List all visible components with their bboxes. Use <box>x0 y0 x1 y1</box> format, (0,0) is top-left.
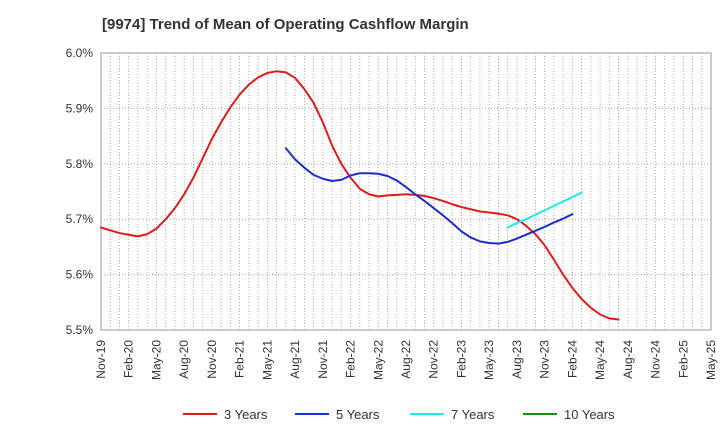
x-tick-label: Feb-22 <box>344 340 358 378</box>
x-tick-label: Nov-20 <box>205 340 219 379</box>
x-tick-label: Feb-24 <box>565 340 579 378</box>
x-tick-label: Feb-25 <box>676 340 690 378</box>
x-tick-label: Nov-19 <box>94 340 108 379</box>
x-tick-label: Nov-23 <box>538 340 552 379</box>
y-tick-label: 5.9% <box>66 101 94 115</box>
plot-border <box>100 52 712 331</box>
x-tick-label: Feb-23 <box>454 340 468 378</box>
legend-label-7-years: 7 Years <box>451 407 495 422</box>
x-tick-label: Aug-23 <box>510 340 524 379</box>
x-tick-label: Aug-22 <box>399 340 413 379</box>
x-tick-label: Nov-21 <box>316 340 330 379</box>
y-tick-label: 5.6% <box>66 268 94 282</box>
legend-label-3-years: 3 Years <box>224 407 268 422</box>
x-tick-label: May-20 <box>149 340 163 380</box>
x-tick-label: Feb-20 <box>122 340 136 378</box>
series-line-5-years <box>284 147 574 245</box>
x-tick-label: Nov-24 <box>649 340 663 379</box>
x-tick-label: Nov-22 <box>427 340 441 379</box>
x-tick-label: May-23 <box>482 340 496 380</box>
y-tick-label: 6.0% <box>66 46 94 60</box>
x-tick-label: Aug-24 <box>621 340 635 379</box>
x-tick-label: May-22 <box>371 340 385 380</box>
y-tick-label: 5.5% <box>66 323 94 337</box>
x-tick-label: Aug-21 <box>288 340 302 379</box>
legend-label-5-years: 5 Years <box>336 407 380 422</box>
chart-title: [9974] Trend of Mean of Operating Cashfl… <box>102 16 469 33</box>
x-tick-label: May-21 <box>260 340 274 380</box>
series-line-7-years <box>506 191 583 229</box>
legend-label-10-years: 10 Years <box>564 407 615 422</box>
y-tick-label: 5.7% <box>66 212 94 226</box>
y-tick-label: 5.8% <box>66 157 94 171</box>
x-tick-label: Feb-21 <box>233 340 247 378</box>
x-tick-label: May-24 <box>593 340 607 380</box>
x-tick-label: May-25 <box>704 340 718 380</box>
x-tick-label: Aug-20 <box>177 340 191 379</box>
